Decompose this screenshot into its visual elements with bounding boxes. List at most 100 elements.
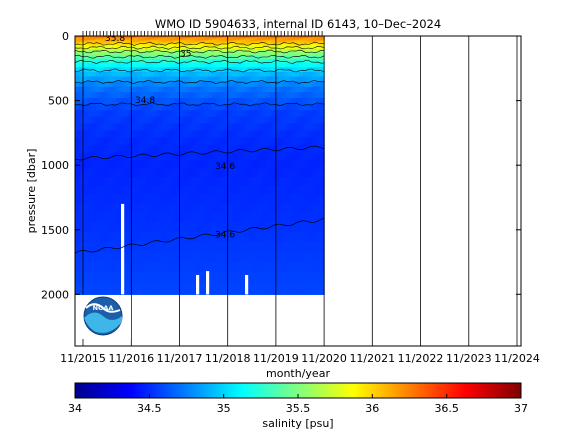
field-cell [249,43,255,47]
field-cell [253,43,259,47]
field-cell [203,123,209,131]
field-cell [83,194,89,204]
field-cell [95,130,101,139]
field-cell [249,76,255,83]
field-cell [265,71,271,78]
profile-gap [245,275,249,295]
field-cell [174,116,180,124]
field-cell [112,144,118,154]
field-cell [178,212,184,223]
field-cell [274,52,280,57]
field-cell [124,37,130,39]
contour-line [75,68,325,73]
field-cell [261,49,267,53]
field-cell [203,152,209,162]
field-cell [286,123,292,131]
field-cell [303,46,309,50]
field-cell [116,283,122,295]
field-cell [191,168,196,178]
field-cell [249,130,255,139]
field-cell [199,63,205,68]
field-cell [216,222,221,233]
field-cell [149,39,155,43]
field-cell [153,272,159,284]
field-cell [249,222,255,233]
field-cell [265,37,271,39]
field-cell [75,41,80,45]
field-cell [182,241,188,253]
field-cell [199,231,205,243]
x-axis-label: month/year [266,367,330,380]
field-cell [87,222,93,233]
field-cell [220,152,226,162]
field-cell [91,71,97,78]
field-cell [303,37,309,39]
field-cell [245,203,250,214]
field-cell [124,203,130,214]
field-cell [232,71,238,78]
field-cell [307,67,313,73]
field-cell [174,160,180,170]
field-cell [95,194,101,204]
field-cell [158,203,163,214]
field-cell [182,63,188,68]
field-cell [120,71,126,78]
field-cell [307,49,313,53]
field-cell [253,81,259,88]
field-cell [191,49,196,53]
field-cell [91,194,97,204]
field-cell [295,262,300,274]
field-cell [236,103,242,111]
field-cell [282,103,288,111]
field-cell [295,92,300,99]
field-cell [166,63,172,68]
field-cell [270,203,275,214]
field-cell [307,39,313,43]
field-cell [120,67,126,73]
field-cell [311,55,317,60]
field-cell [153,49,159,53]
field-cell [112,86,118,93]
field-cell [195,176,201,187]
field-cell [278,103,284,111]
field-cell [182,283,188,295]
field-cell [303,97,309,105]
field-cell [191,97,196,105]
field-cell [187,144,192,154]
field-cell [228,36,234,38]
field-cell [116,176,122,187]
field-cell [170,81,176,88]
field-cell [187,97,192,105]
field-cell [207,36,213,38]
field-cell [153,110,159,118]
field-cell [212,55,217,60]
field-cell [199,110,205,118]
y-tick-label: 2000 [41,288,69,301]
field-cell [199,185,205,195]
field-cell [120,160,126,170]
field-cell [187,283,192,295]
field-cell [236,52,242,57]
field-cell [286,76,292,83]
field-cell [236,160,242,170]
field-cell [212,37,217,39]
field-cell [158,130,163,139]
field-cell [257,160,263,170]
field-cell [112,49,118,53]
field-cell [232,194,238,204]
field-cell [112,116,118,124]
field-cell [303,152,309,162]
field-cell [133,212,138,223]
field-cell [274,137,280,146]
field-cell [178,144,184,154]
field-cell [174,92,180,99]
field-cell [91,262,97,274]
field-cell [83,251,89,263]
field-cell [124,43,130,47]
field-cell [104,39,109,43]
field-cell [91,63,97,68]
field-cell [79,203,84,214]
field-cell [112,160,118,170]
field-cell [274,41,280,45]
